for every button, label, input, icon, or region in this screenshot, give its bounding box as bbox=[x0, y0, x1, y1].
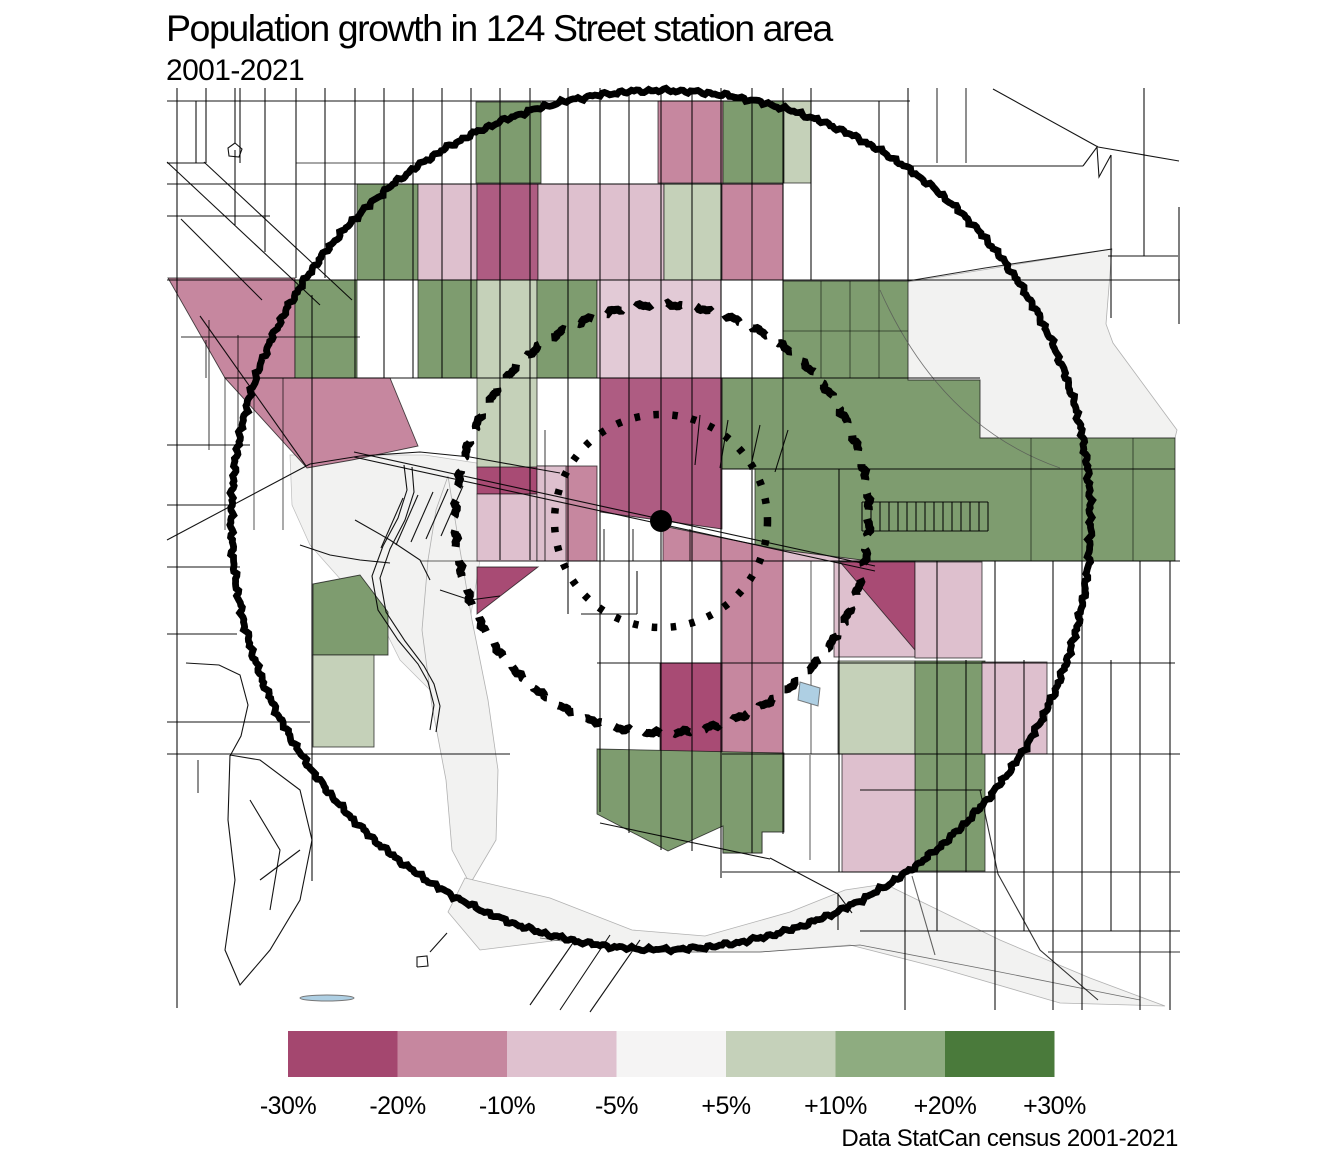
svg-text:-20%: -20% bbox=[369, 1092, 426, 1120]
svg-text:+30%: +30% bbox=[1023, 1092, 1086, 1120]
svg-text:Population growth in 124 Stree: Population growth in 124 Street station … bbox=[166, 7, 833, 49]
svg-text:-30%: -30% bbox=[260, 1092, 317, 1120]
svg-text:-5%: -5% bbox=[595, 1092, 638, 1120]
svg-text:+10%: +10% bbox=[804, 1092, 867, 1120]
svg-text:2001-2021: 2001-2021 bbox=[166, 54, 304, 87]
svg-text:+20%: +20% bbox=[914, 1092, 977, 1120]
svg-text:-10%: -10% bbox=[479, 1092, 536, 1120]
svg-text:+5%: +5% bbox=[701, 1092, 751, 1120]
svg-text:Data StatCan census 2001-2021: Data StatCan census 2001-2021 bbox=[841, 1125, 1178, 1152]
